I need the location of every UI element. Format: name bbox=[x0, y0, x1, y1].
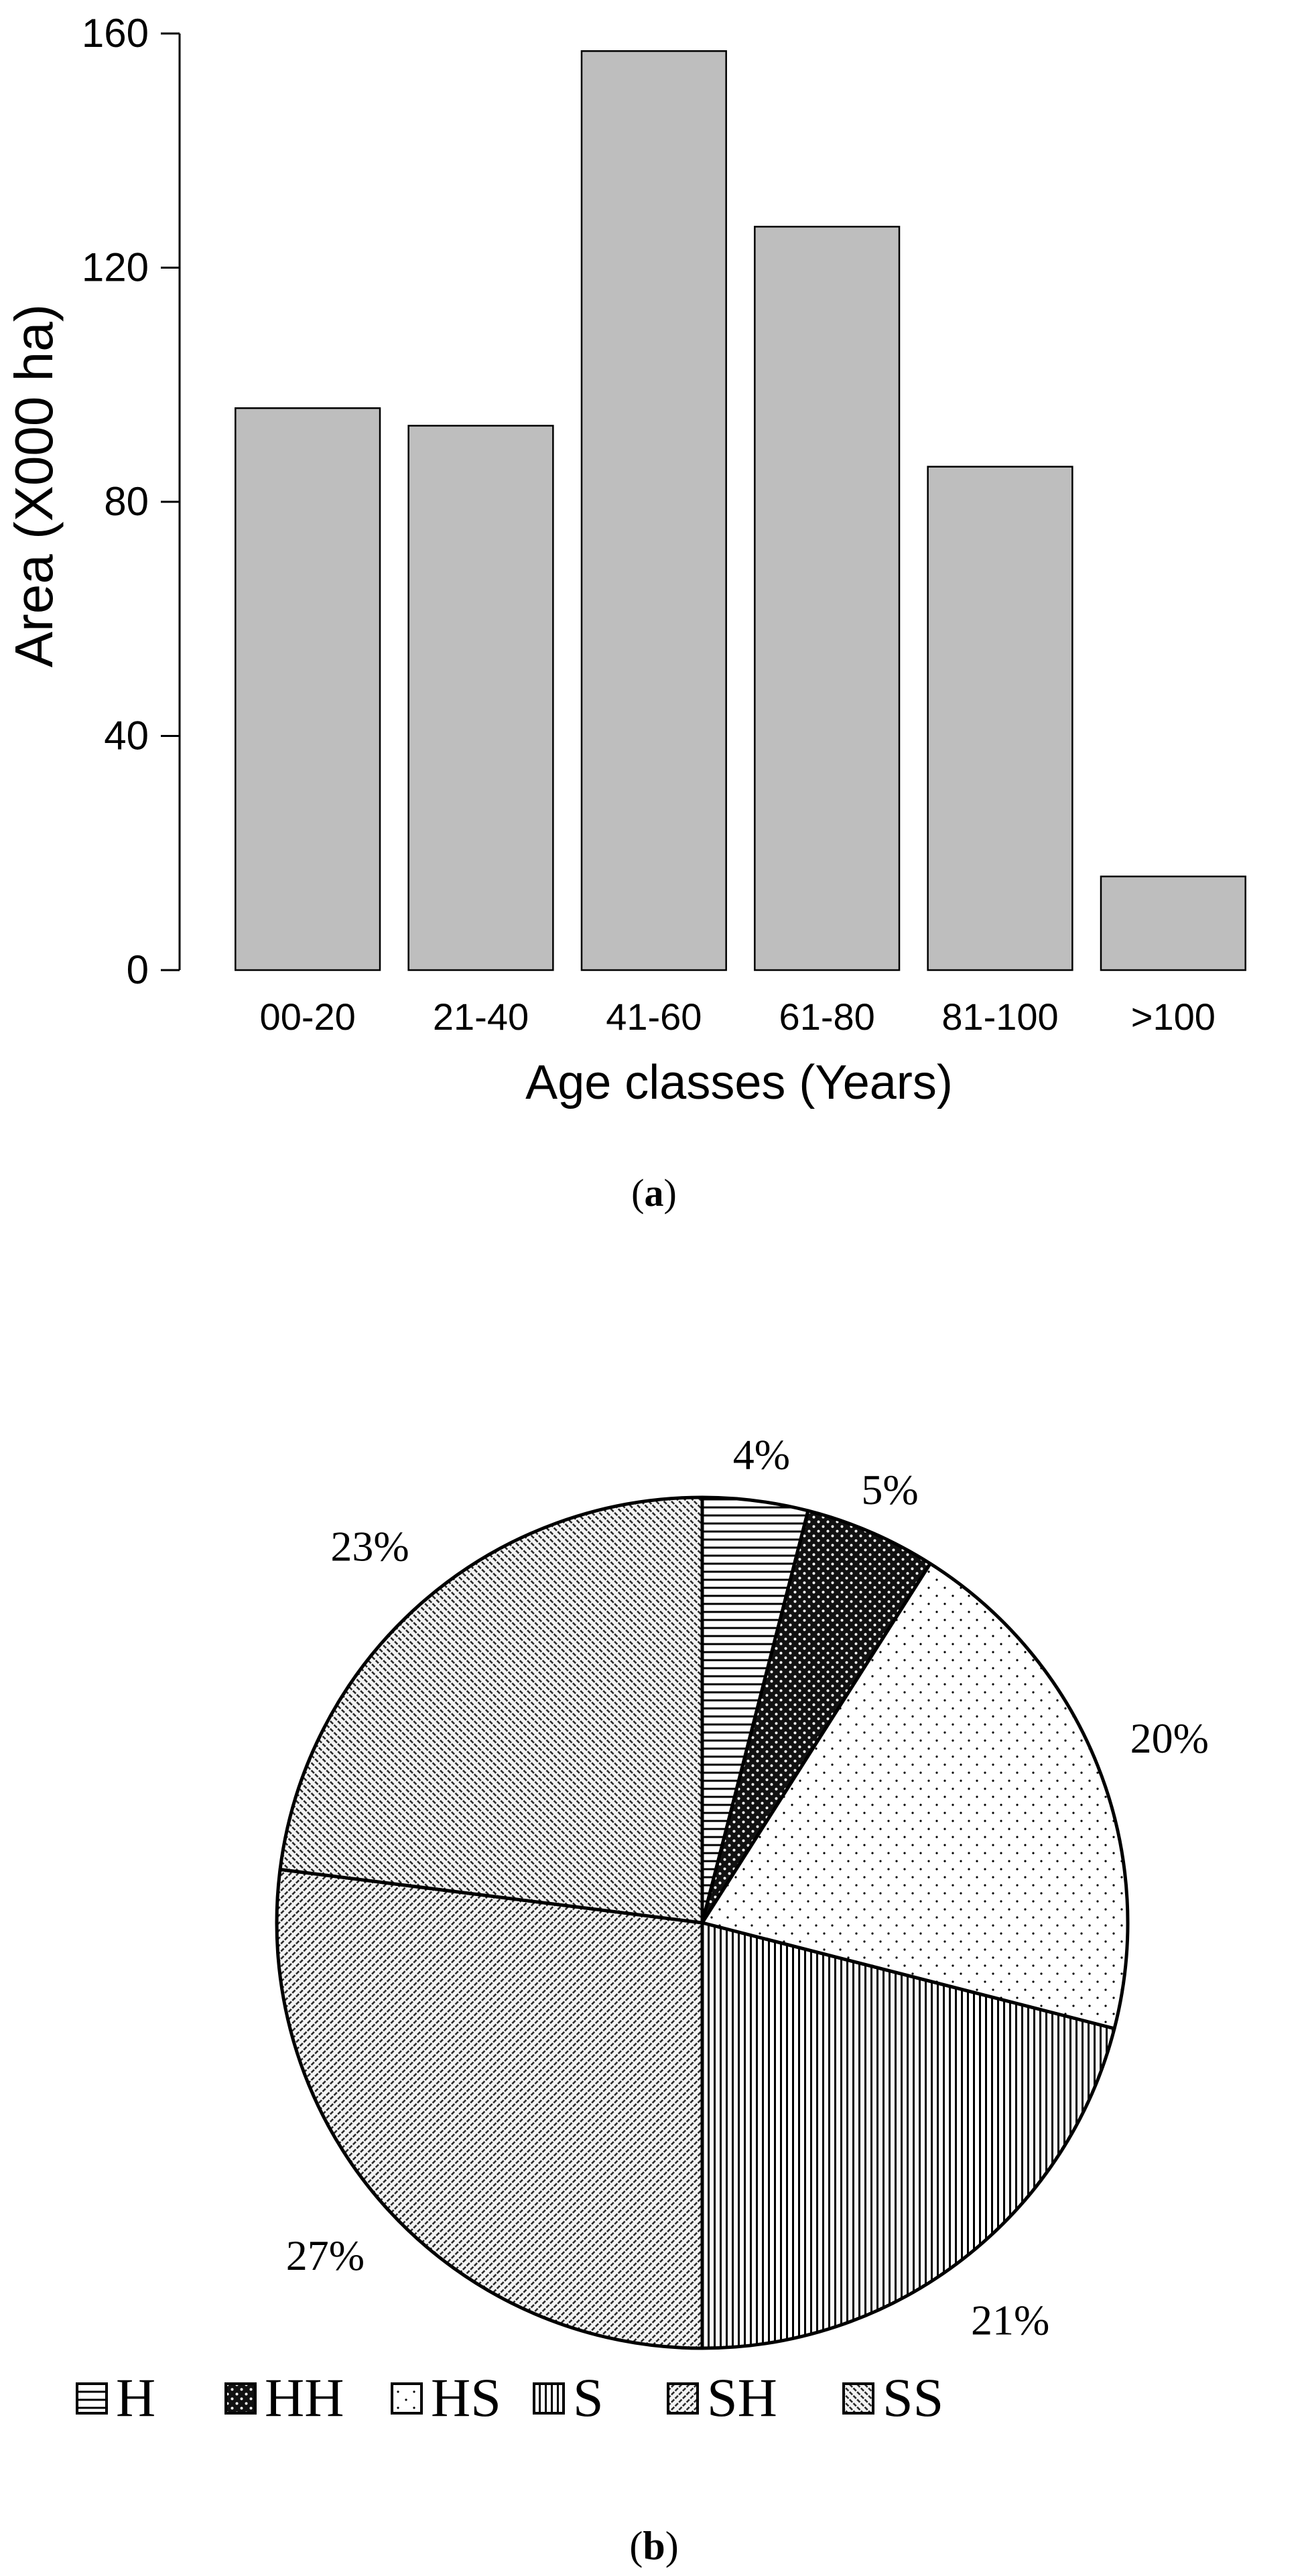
legend-swatch bbox=[76, 2382, 108, 2415]
pie-percent-label: 21% bbox=[971, 2297, 1049, 2344]
x-tick-label: 61-80 bbox=[779, 996, 875, 1038]
x-tick-label: >100 bbox=[1131, 996, 1216, 1038]
legend-label: SH bbox=[707, 2367, 777, 2428]
x-tick-label: 00-20 bbox=[260, 996, 356, 1038]
pie-percent-label: 4% bbox=[733, 1431, 790, 1479]
bar-series bbox=[235, 50, 1246, 971]
y-tick-label: 40 bbox=[104, 714, 149, 758]
y-axis-title: Area (X000 ha) bbox=[4, 304, 64, 668]
legend-swatch bbox=[224, 2382, 257, 2415]
pie-percent-label: 27% bbox=[286, 2232, 365, 2279]
pie-slice bbox=[700, 1921, 1116, 2350]
pie-percent-labels: 4% 5% 20% 21% 27% 23% bbox=[286, 1431, 1209, 2344]
pie-legend: H HH HS S SH SS bbox=[76, 2367, 943, 2428]
legend-item: SH bbox=[667, 2367, 777, 2428]
legend-swatch bbox=[391, 2382, 423, 2415]
x-tick-label: 41-60 bbox=[606, 996, 702, 1038]
panel-label-b: (b) bbox=[629, 2524, 678, 2568]
bar bbox=[235, 407, 381, 971]
legend-label: HS bbox=[431, 2367, 501, 2428]
pie-slice bbox=[275, 1867, 704, 2350]
legend-item: H bbox=[76, 2367, 155, 2428]
y-tick-label: 160 bbox=[82, 11, 149, 56]
legend-label: S bbox=[573, 2367, 604, 2428]
panel-label-a-letter: a bbox=[645, 1171, 664, 1215]
x-tick-labels: 00-20 21-40 41-60 61-80 81-100 >100 bbox=[260, 996, 1216, 1038]
bar bbox=[754, 226, 901, 971]
panel-label-a: (a) bbox=[631, 1171, 677, 1215]
bar-chart: 0 40 80 120 160 00-20 21-40 41-60 61-80 81-100 >1… bbox=[4, 11, 1246, 1215]
x-axis-title: Age classes (Years) bbox=[525, 1056, 953, 1109]
legend-label: SS bbox=[882, 2367, 943, 2428]
pie-percent-label: 5% bbox=[861, 1466, 918, 1513]
legend-label: HH bbox=[265, 2367, 344, 2428]
pie-slices bbox=[275, 1495, 1130, 2350]
legend-item: S bbox=[533, 2367, 604, 2428]
y-axis-ticks: 0 40 80 120 160 bbox=[82, 11, 180, 992]
pie-percent-label: 20% bbox=[1130, 1714, 1209, 1762]
pie-percent-label: 23% bbox=[330, 1522, 409, 1570]
legend-swatch bbox=[533, 2382, 565, 2415]
x-tick-label: 21-40 bbox=[433, 996, 529, 1038]
pie-slice bbox=[700, 1509, 932, 1925]
pie-slice bbox=[700, 1562, 1130, 2031]
y-tick-label: 0 bbox=[127, 947, 149, 992]
bar bbox=[1100, 875, 1246, 971]
pie-slice bbox=[278, 1495, 704, 1925]
legend-item: SS bbox=[842, 2367, 943, 2428]
bar bbox=[927, 466, 1073, 971]
legend-label: H bbox=[116, 2367, 155, 2428]
legend-swatch bbox=[667, 2382, 699, 2415]
legend-item: HH bbox=[224, 2367, 344, 2428]
panel-label-b-letter: b bbox=[643, 2524, 665, 2568]
legend-swatch bbox=[842, 2382, 874, 2415]
x-tick-label: 81-100 bbox=[941, 996, 1058, 1038]
bar bbox=[407, 425, 554, 971]
y-tick-label: 120 bbox=[82, 245, 149, 290]
bar bbox=[580, 50, 727, 971]
pie-chart: 4%5%20%21%27%23% H HH HS S SH SS (b) bbox=[76, 1431, 1209, 2568]
y-tick-label: 80 bbox=[104, 479, 149, 524]
legend-item: HS bbox=[391, 2367, 501, 2428]
